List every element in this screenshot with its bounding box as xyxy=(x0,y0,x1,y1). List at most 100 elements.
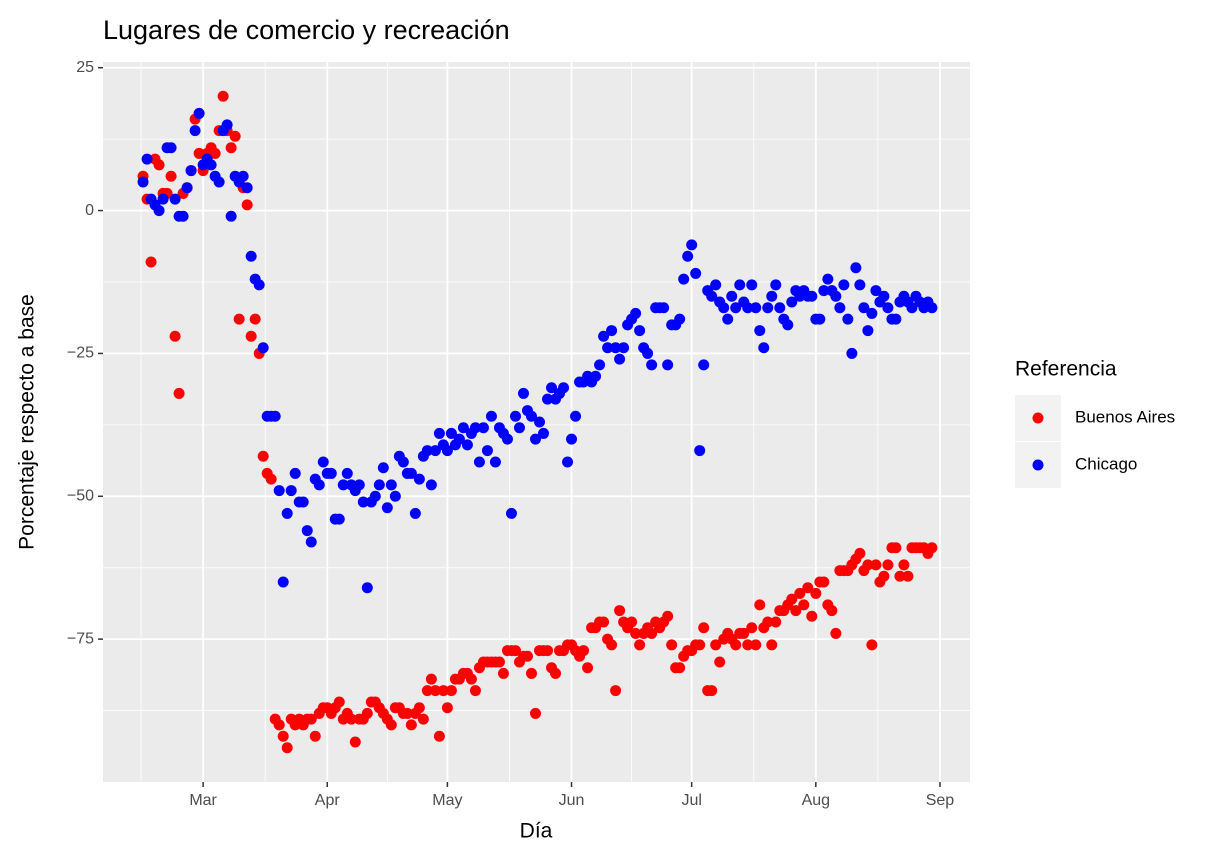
point xyxy=(497,667,509,679)
x-tick-label: Mar xyxy=(189,792,217,809)
point xyxy=(269,410,281,422)
point xyxy=(257,450,269,462)
point xyxy=(754,325,766,337)
point xyxy=(614,353,626,365)
point xyxy=(193,147,205,159)
point xyxy=(509,410,521,422)
point xyxy=(706,685,718,697)
point xyxy=(433,730,445,742)
point xyxy=(746,279,758,291)
point xyxy=(878,570,890,582)
point xyxy=(237,170,249,182)
point xyxy=(898,559,910,571)
point xyxy=(878,290,890,302)
point xyxy=(217,90,229,102)
chart-title: Lugares de comercio y recreación xyxy=(103,15,510,45)
point xyxy=(333,696,345,708)
point xyxy=(413,702,425,714)
point xyxy=(453,433,465,445)
point xyxy=(529,707,541,719)
point xyxy=(273,485,285,497)
point xyxy=(141,153,153,165)
point xyxy=(145,256,157,268)
x-tick-label: Jul xyxy=(681,792,701,809)
point xyxy=(165,170,177,182)
point xyxy=(662,359,674,371)
x-axis-label: Día xyxy=(520,820,553,843)
legend-title: Referencia xyxy=(1015,358,1117,381)
point xyxy=(882,559,894,571)
point xyxy=(594,359,606,371)
point xyxy=(570,410,582,422)
y-tick-label: −75 xyxy=(67,630,94,647)
point xyxy=(722,313,734,325)
point xyxy=(173,387,185,399)
point xyxy=(882,302,894,314)
legend: Buenos Aires Chicago xyxy=(1015,395,1175,488)
y-tick-label: 25 xyxy=(76,59,94,76)
point xyxy=(790,605,802,617)
point xyxy=(750,639,762,651)
point xyxy=(461,439,473,451)
point xyxy=(305,536,317,548)
point xyxy=(742,302,754,314)
point xyxy=(357,496,369,508)
point xyxy=(325,467,337,479)
point xyxy=(289,467,301,479)
point xyxy=(345,713,357,725)
point xyxy=(473,456,485,468)
point xyxy=(546,382,558,394)
point xyxy=(890,542,902,554)
point xyxy=(405,719,417,731)
point xyxy=(429,445,441,457)
point xyxy=(610,685,622,697)
point xyxy=(782,319,794,331)
point xyxy=(602,342,614,354)
point xyxy=(762,616,774,628)
point xyxy=(277,576,289,588)
x-tick-label: Apr xyxy=(315,792,341,809)
point xyxy=(698,359,710,371)
point xyxy=(389,490,401,502)
point xyxy=(445,427,457,439)
point xyxy=(598,616,610,628)
point xyxy=(185,165,197,177)
point xyxy=(397,456,409,468)
point xyxy=(421,445,433,457)
point xyxy=(189,125,201,137)
y-tick-label: 0 xyxy=(85,202,94,219)
point xyxy=(353,479,365,491)
point xyxy=(489,456,501,468)
point xyxy=(445,685,457,697)
point xyxy=(485,410,497,422)
point xyxy=(361,582,373,594)
point xyxy=(225,210,237,222)
point xyxy=(830,627,842,639)
point xyxy=(674,662,686,674)
point xyxy=(606,325,618,337)
point xyxy=(493,656,505,668)
point xyxy=(582,662,594,674)
point xyxy=(698,622,710,634)
point xyxy=(241,182,253,194)
point xyxy=(694,639,706,651)
point xyxy=(525,667,537,679)
point xyxy=(634,639,646,651)
point xyxy=(818,576,830,588)
point xyxy=(710,279,722,291)
point xyxy=(137,176,149,188)
point xyxy=(469,422,481,434)
point xyxy=(477,422,489,434)
y-tick-label: −50 xyxy=(67,488,94,505)
point xyxy=(542,645,554,657)
point xyxy=(566,433,578,445)
point xyxy=(265,473,277,485)
point xyxy=(213,176,225,188)
point xyxy=(606,639,618,651)
point xyxy=(754,599,766,611)
point xyxy=(646,359,658,371)
point xyxy=(590,370,602,382)
point xyxy=(413,473,425,485)
point xyxy=(417,713,429,725)
